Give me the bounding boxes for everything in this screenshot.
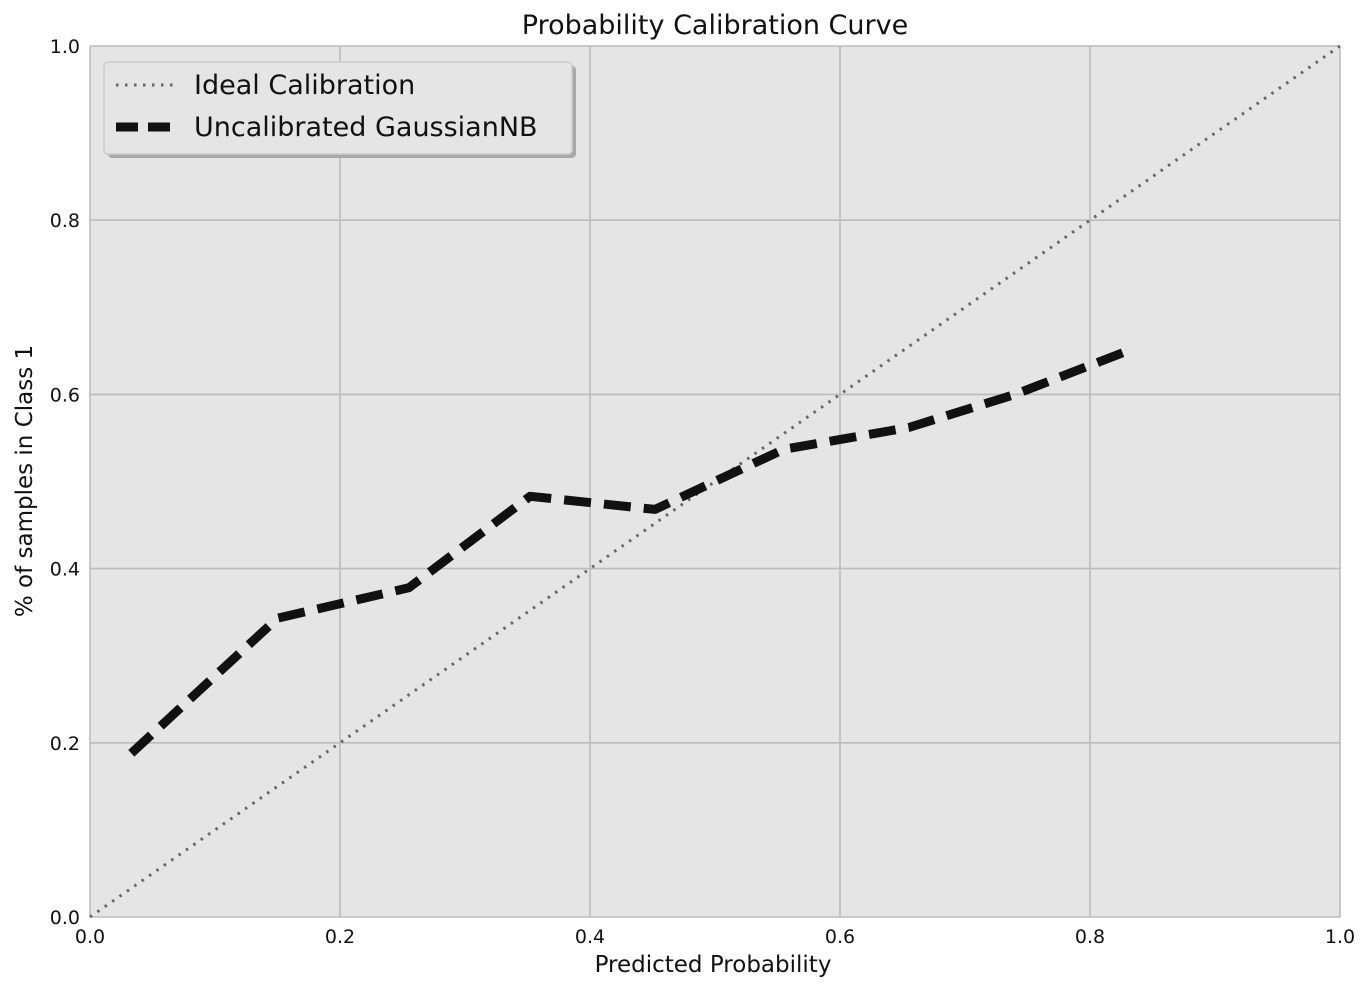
x-tick-label: 1.0	[1325, 926, 1355, 948]
y-tick-label: 0.8	[50, 210, 80, 232]
series-lines	[89, 44, 1341, 919]
x-tick-label: 0.6	[825, 926, 855, 948]
y-axis-label: % of samples in Class 1	[12, 345, 38, 617]
legend-label-uncalibrated: Uncalibrated GaussianNB	[194, 112, 538, 143]
legend-label-ideal: Ideal Calibration	[194, 70, 415, 101]
y-tick-label: 1.0	[50, 36, 80, 58]
x-tick-label: 0.4	[575, 926, 605, 948]
x-tick-label: 0.8	[1075, 926, 1105, 948]
legend: Ideal Calibration Uncalibrated GaussianN…	[103, 61, 576, 158]
x-axis-label: Predicted Probability	[595, 952, 832, 978]
plot-area	[90, 46, 1340, 917]
chart-title: Probability Calibration Curve	[522, 10, 908, 41]
x-tick-label: 0.2	[325, 926, 355, 948]
y-tick-label: 0.4	[50, 559, 80, 581]
ideal-calibration-line	[89, 44, 1341, 919]
grid-lines	[89, 45, 1341, 918]
uncalibrated-gaussiannb-line	[128, 346, 1130, 757]
x-tick-label: 0.0	[75, 926, 105, 948]
y-tick-label: 0.6	[50, 384, 80, 406]
y-tick-label: 0.0	[50, 907, 80, 929]
y-tick-label: 0.2	[50, 733, 80, 755]
tick-labels: 0.0 0.2 0.4 0.6 0.8 1.0 0.0 0.2 0.4 0.6 0.8 1.0	[50, 36, 1355, 948]
legend-box	[103, 61, 573, 155]
